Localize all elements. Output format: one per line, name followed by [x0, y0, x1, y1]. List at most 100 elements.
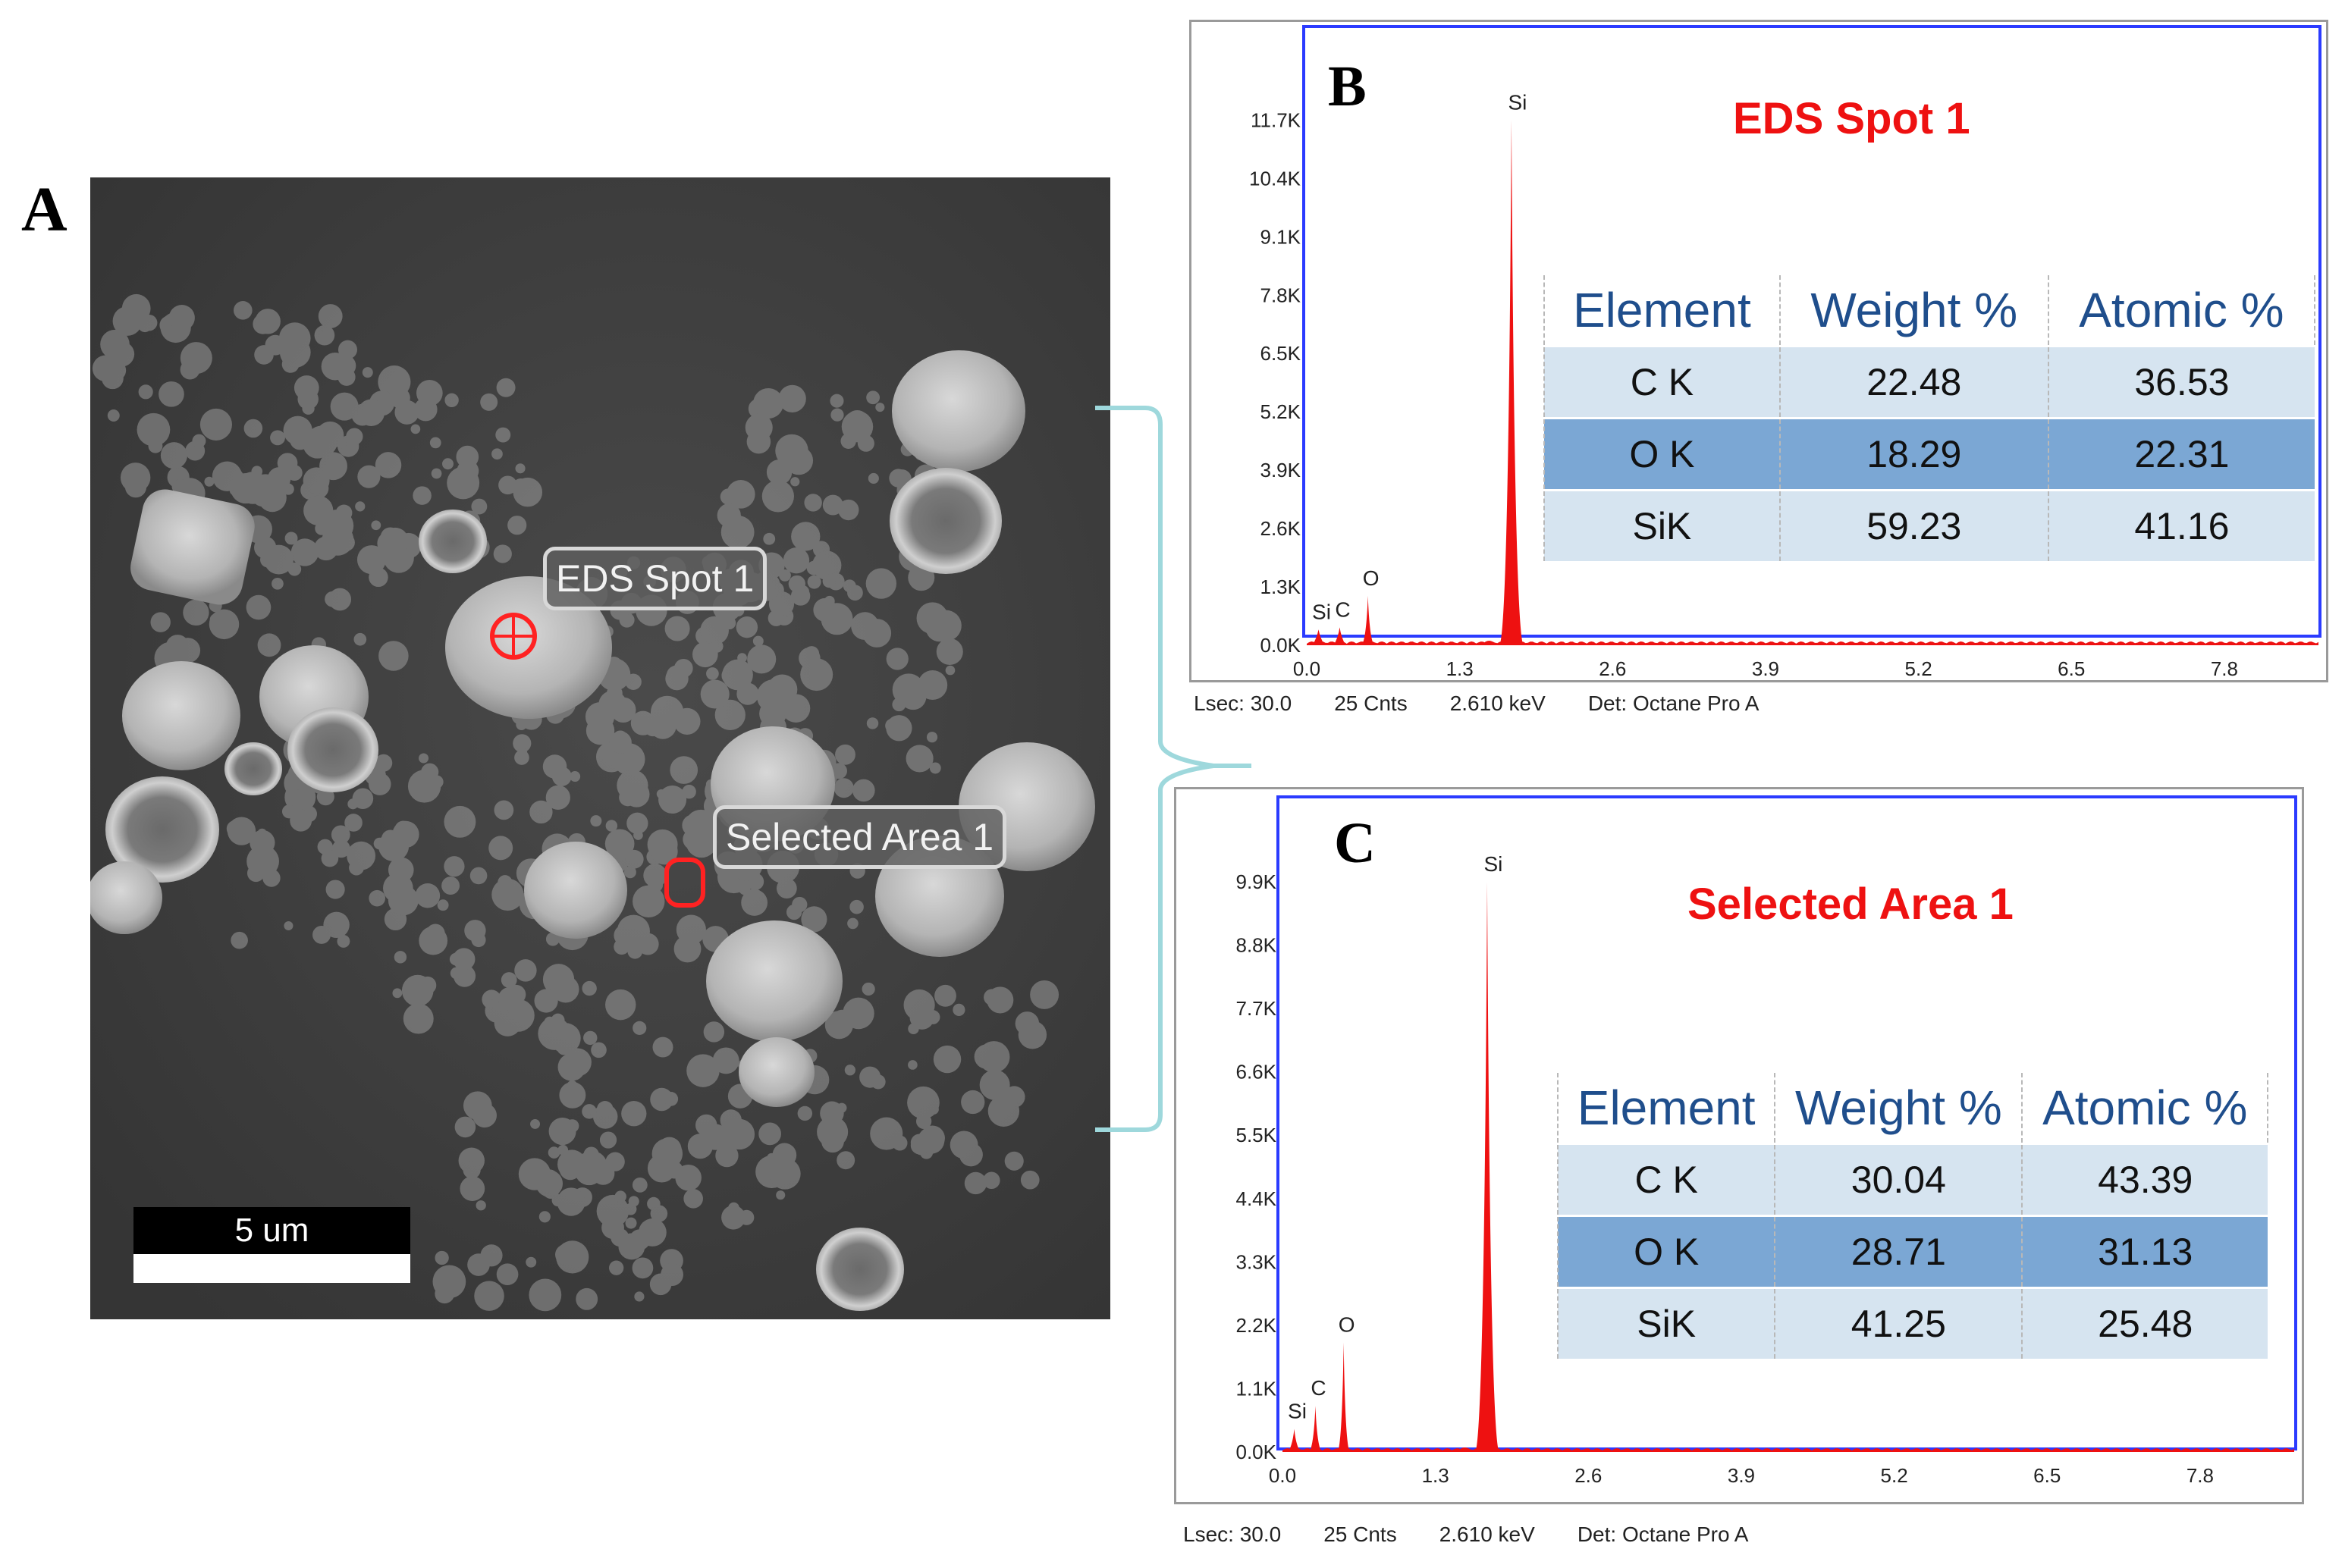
agglomerate-particle [555, 1243, 576, 1265]
row-element: O K [1556, 1215, 1775, 1288]
row-element: C K [1556, 1143, 1775, 1216]
footer-cnts: 25 Cnts [1334, 691, 1408, 715]
table-row: O K 18.29 22.31 [1543, 417, 2315, 491]
y-tick-label: 1.1K [1236, 1377, 1277, 1400]
agglomerate-particle [574, 1055, 589, 1069]
y-tick-label: 4.4K [1236, 1187, 1277, 1210]
agglomerate-particle [908, 1060, 918, 1070]
agglomerate-particle [841, 410, 874, 443]
y-tick-label: 1.3K [1260, 575, 1301, 598]
agglomerate-particle [488, 836, 513, 861]
agglomerate-particle [749, 427, 769, 447]
agglomerate-particle [893, 726, 906, 739]
agglomerate-particle [410, 424, 421, 434]
agglomerate-particle [460, 1176, 485, 1202]
agglomerate-particle [331, 839, 350, 858]
agglomerate-particle [583, 1030, 598, 1046]
row-element: SiK [1543, 489, 1780, 561]
agglomerate-particle [606, 685, 623, 701]
scale-bar-white [133, 1254, 410, 1283]
agglomerate-particle [204, 476, 215, 487]
row-atomic: 25.48 [2022, 1287, 2268, 1359]
agglomerate-particle [673, 707, 701, 735]
spectrum-peak [1474, 881, 1499, 1452]
agglomerate-particle [847, 917, 859, 930]
agglomerate-particle [964, 1171, 987, 1195]
agglomerate-particle [790, 477, 800, 487]
peak-label: O [1363, 566, 1380, 590]
agglomerate-particle [632, 1177, 648, 1193]
row-weight: 18.29 [1778, 417, 2049, 491]
agglomerate-particle [945, 665, 956, 676]
y-tick-label: 9.1K [1260, 225, 1301, 248]
agglomerate-particle [661, 1263, 683, 1286]
agglomerate-particle [664, 1092, 679, 1106]
agglomerate-particle [852, 779, 875, 802]
agglomerate-particle [444, 805, 476, 838]
panel-a-letter: A [21, 174, 67, 245]
agglomerate-particle [783, 547, 810, 574]
agglomerate-particle [596, 1194, 629, 1228]
agglomerate-particle [270, 430, 285, 446]
agglomerate-particle [267, 467, 291, 491]
table-row: C K 30.04 43.39 [1556, 1143, 2268, 1216]
agglomerate-particle [565, 1119, 579, 1133]
agglomerate-particle [721, 1205, 746, 1230]
agglomerate-particle [776, 1190, 786, 1200]
panel-b-letter: B [1328, 55, 1367, 118]
agglomerate-particle [435, 1250, 449, 1265]
agglomerate-particle [585, 717, 615, 745]
agglomerate-particle [377, 532, 400, 555]
agglomerate-particle [491, 448, 503, 460]
agglomerate-particle [683, 829, 704, 850]
x-tick-label: 0.0 [1269, 1464, 1296, 1487]
agglomerate-particle [407, 770, 441, 803]
y-tick-label: 9.9K [1236, 870, 1277, 893]
element-table-c: Element Weight % Atomic % C K 30.04 43.3… [1556, 1073, 2268, 1359]
agglomerate-particle [899, 683, 927, 710]
agglomerate-particle [625, 1217, 637, 1229]
spectrum-bump [1457, 1447, 1473, 1452]
agglomerate-particle [683, 1189, 703, 1209]
agglomerate-particle [766, 459, 793, 485]
agglomerate-particle [822, 574, 837, 588]
row-atomic: 36.53 [2048, 345, 2315, 419]
agglomerate-particle [851, 612, 879, 640]
y-tick-label: 6.6K [1236, 1061, 1277, 1083]
agglomerate-particle [284, 920, 294, 931]
agglomerate-particle [797, 1105, 813, 1121]
agglomerate-particle [480, 393, 498, 411]
header-element: Element [1556, 1073, 1775, 1144]
footer-cnts: 25 Cnts [1323, 1523, 1397, 1546]
agglomerate-particle [703, 1021, 725, 1043]
x-tick-label: 2.6 [1599, 657, 1626, 680]
agglomerate-particle [246, 864, 265, 883]
agglomerate-particle [526, 1256, 537, 1268]
header-element: Element [1543, 275, 1780, 347]
agglomerate-particle [1004, 1151, 1024, 1171]
agglomerate-particle [737, 881, 748, 892]
agglomerate-particle [507, 886, 517, 898]
y-tick-label: 3.9K [1260, 459, 1301, 481]
agglomerate-particle [498, 875, 513, 890]
agglomerate-particle [471, 498, 488, 515]
agglomerate-particle [160, 442, 188, 469]
agglomerate-particle [192, 434, 206, 448]
peak-label: C [1311, 1376, 1326, 1400]
agglomerate-particle [866, 390, 881, 405]
agglomerate-particle [614, 939, 630, 955]
panel-c-letter: C [1334, 811, 1376, 875]
agglomerate-particle [601, 1216, 624, 1239]
agglomerate-particle [633, 885, 665, 917]
agglomerate-particle [283, 416, 312, 445]
agglomerate-particle [534, 989, 558, 1013]
row-weight: 59.23 [1778, 489, 2049, 561]
agglomerate-particle [413, 486, 432, 505]
agglomerate-particle [933, 1045, 962, 1074]
agglomerate-particle [1020, 1170, 1040, 1190]
agglomerate-particle [496, 1263, 519, 1286]
agglomerate-particle [454, 1116, 476, 1138]
y-tick-label: 10.4K [1249, 167, 1301, 190]
agglomerate-particle [788, 575, 805, 593]
agglomerate-particle [138, 384, 153, 400]
